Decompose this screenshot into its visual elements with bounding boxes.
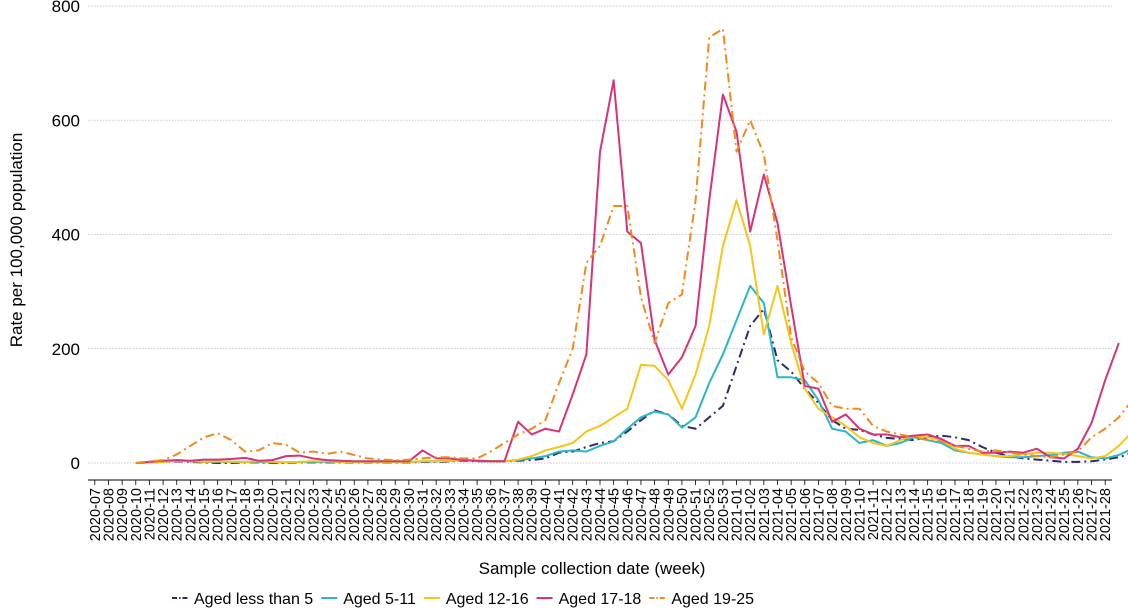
x-tick-label: 2021-11	[866, 488, 882, 540]
x-tick-label: 2020-40	[538, 488, 554, 541]
series-line	[135, 199, 1128, 464]
legend-label: Aged 5-11	[343, 591, 416, 608]
x-tick-label: 2020-17	[224, 488, 240, 541]
x-tick-label: 2020-49	[661, 488, 677, 541]
x-tick-label: 2020-33	[443, 488, 459, 541]
y-tick-label: 800	[52, 0, 80, 16]
x-tick-label: 2020-11	[142, 488, 158, 540]
x-tick-label: 2020-53	[716, 488, 732, 541]
x-tick-label: 2021-08	[825, 488, 841, 541]
x-tick-label: 2020-52	[702, 488, 718, 541]
x-tick-label: 2021-20	[989, 488, 1005, 541]
x-tick-label: 2021-14	[907, 488, 923, 541]
y-tick-label: 200	[52, 340, 80, 359]
x-tick-label: 2020-07	[88, 488, 104, 541]
x-tick-label: 2020-28	[375, 488, 391, 541]
x-tick-label: 2021-21	[1003, 488, 1019, 541]
x-tick-label: 2020-10	[129, 488, 145, 541]
x-tick-label: 2020-34	[456, 488, 472, 541]
x-tick-label: 2020-35	[470, 488, 486, 541]
x-tick-label: 2021-06	[798, 488, 814, 541]
x-tick-label: 2020-45	[607, 488, 623, 541]
x-tick-label: 2021-24	[1044, 488, 1060, 541]
x-tick-label: 2021-16	[934, 488, 950, 541]
y-tick-label: 600	[52, 111, 80, 130]
y-axis-ticks: 0 200 400 600 800	[52, 0, 80, 473]
x-tick-label: 2020-42	[566, 488, 582, 541]
y-tick-label: 400	[52, 226, 80, 245]
x-tick-label: 2021-13	[893, 488, 909, 541]
x-tick-label: 2020-29	[388, 488, 404, 541]
legend: Aged less than 5 Aged 5-11 Aged 12-16 Aged …	[172, 591, 754, 608]
legend-label: Aged 17-18	[559, 591, 642, 608]
x-tick-label: 2020-23	[306, 488, 322, 541]
x-tick-label: 2021-25	[1057, 488, 1073, 541]
x-tick-label: 2020-21	[279, 488, 295, 541]
series-line	[135, 79, 1120, 464]
x-tick-label: 2021-02	[743, 488, 759, 541]
x-tick-label: 2020-20	[265, 488, 281, 541]
x-tick-label: 2020-19	[252, 488, 268, 541]
x-tick-label: 2020-24	[320, 488, 336, 541]
x-tick-label: 2020-22	[293, 488, 309, 541]
x-tick-label: 2020-09	[115, 488, 131, 541]
x-tick-label: 2020-12	[156, 488, 172, 541]
x-axis-title: Sample collection date (week)	[479, 559, 706, 578]
x-tick-label: 2020-30	[402, 488, 418, 541]
x-tick-label: 2021-28	[1098, 488, 1114, 541]
legend-label: Aged less than 5	[194, 591, 313, 608]
x-tick-label: 2020-46	[620, 488, 636, 541]
x-tick-label: 2020-44	[593, 488, 609, 541]
legend-label: Aged 12-16	[446, 591, 529, 608]
x-tick-label: 2020-08	[101, 488, 117, 541]
x-tick-label: 2021-22	[1016, 488, 1032, 541]
x-tick-label: 2020-18	[238, 488, 254, 541]
x-tick-label: 2020-32	[429, 488, 445, 541]
x-tick-label: 2020-15	[197, 488, 213, 541]
x-tick-label: 2021-07	[811, 488, 827, 541]
x-tick-label: 2020-48	[648, 488, 664, 541]
x-tick-label: 2021-26	[1071, 488, 1087, 541]
series-line	[135, 284, 1128, 464]
x-tick-label: 2020-39	[525, 488, 541, 541]
series-line	[135, 27, 1128, 464]
x-tick-label: 2020-36	[484, 488, 500, 541]
x-tick-label: 2021-10	[852, 488, 868, 541]
x-tick-label: 2020-27	[361, 488, 377, 541]
x-tick-label: 2021-05	[784, 488, 800, 541]
series-lines	[135, 27, 1128, 464]
y-axis-title: Rate per 100,000 population	[7, 133, 26, 348]
x-tick-label: 2021-27	[1085, 488, 1101, 541]
x-tick-label: 2021-09	[839, 488, 855, 541]
series-line	[135, 307, 1128, 464]
x-tick-label: 2021-18	[962, 488, 978, 541]
x-tick-label: 2020-51	[689, 488, 705, 541]
y-tick-label: 0	[71, 454, 80, 473]
x-tick-label: 2020-43	[579, 488, 595, 541]
x-tick-label: 2021-17	[948, 488, 964, 541]
x-tick-label: 2021-01	[730, 488, 746, 541]
x-tick-label: 2021-15	[921, 488, 937, 541]
x-tick-label: 2020-37	[497, 488, 513, 541]
x-tick-label: 2020-50	[675, 488, 691, 541]
x-tick-label: 2020-38	[511, 488, 527, 541]
x-tick-label: 2021-23	[1030, 488, 1046, 541]
x-tick-label: 2020-13	[170, 488, 186, 541]
x-tick-label: 2021-12	[880, 488, 896, 541]
legend-label: Aged 19-25	[671, 591, 754, 608]
x-tick-label: 2021-03	[757, 488, 773, 541]
gridlines	[88, 5, 1112, 464]
x-tick-label: 2020-14	[183, 488, 199, 541]
x-tick-label: 2021-04	[770, 488, 786, 541]
x-tick-label: 2020-16	[211, 488, 227, 541]
x-tick-label: 2020-25	[334, 488, 350, 541]
x-tick-label: 2020-26	[347, 488, 363, 541]
x-axis-ticks: 2020-072020-082020-092020-102020-112020-…	[88, 480, 1114, 541]
x-tick-label: 2021-19	[975, 488, 991, 541]
x-tick-label: 2020-31	[416, 488, 432, 541]
x-tick-label: 2020-41	[552, 488, 568, 541]
x-tick-label: 2020-47	[634, 488, 650, 541]
